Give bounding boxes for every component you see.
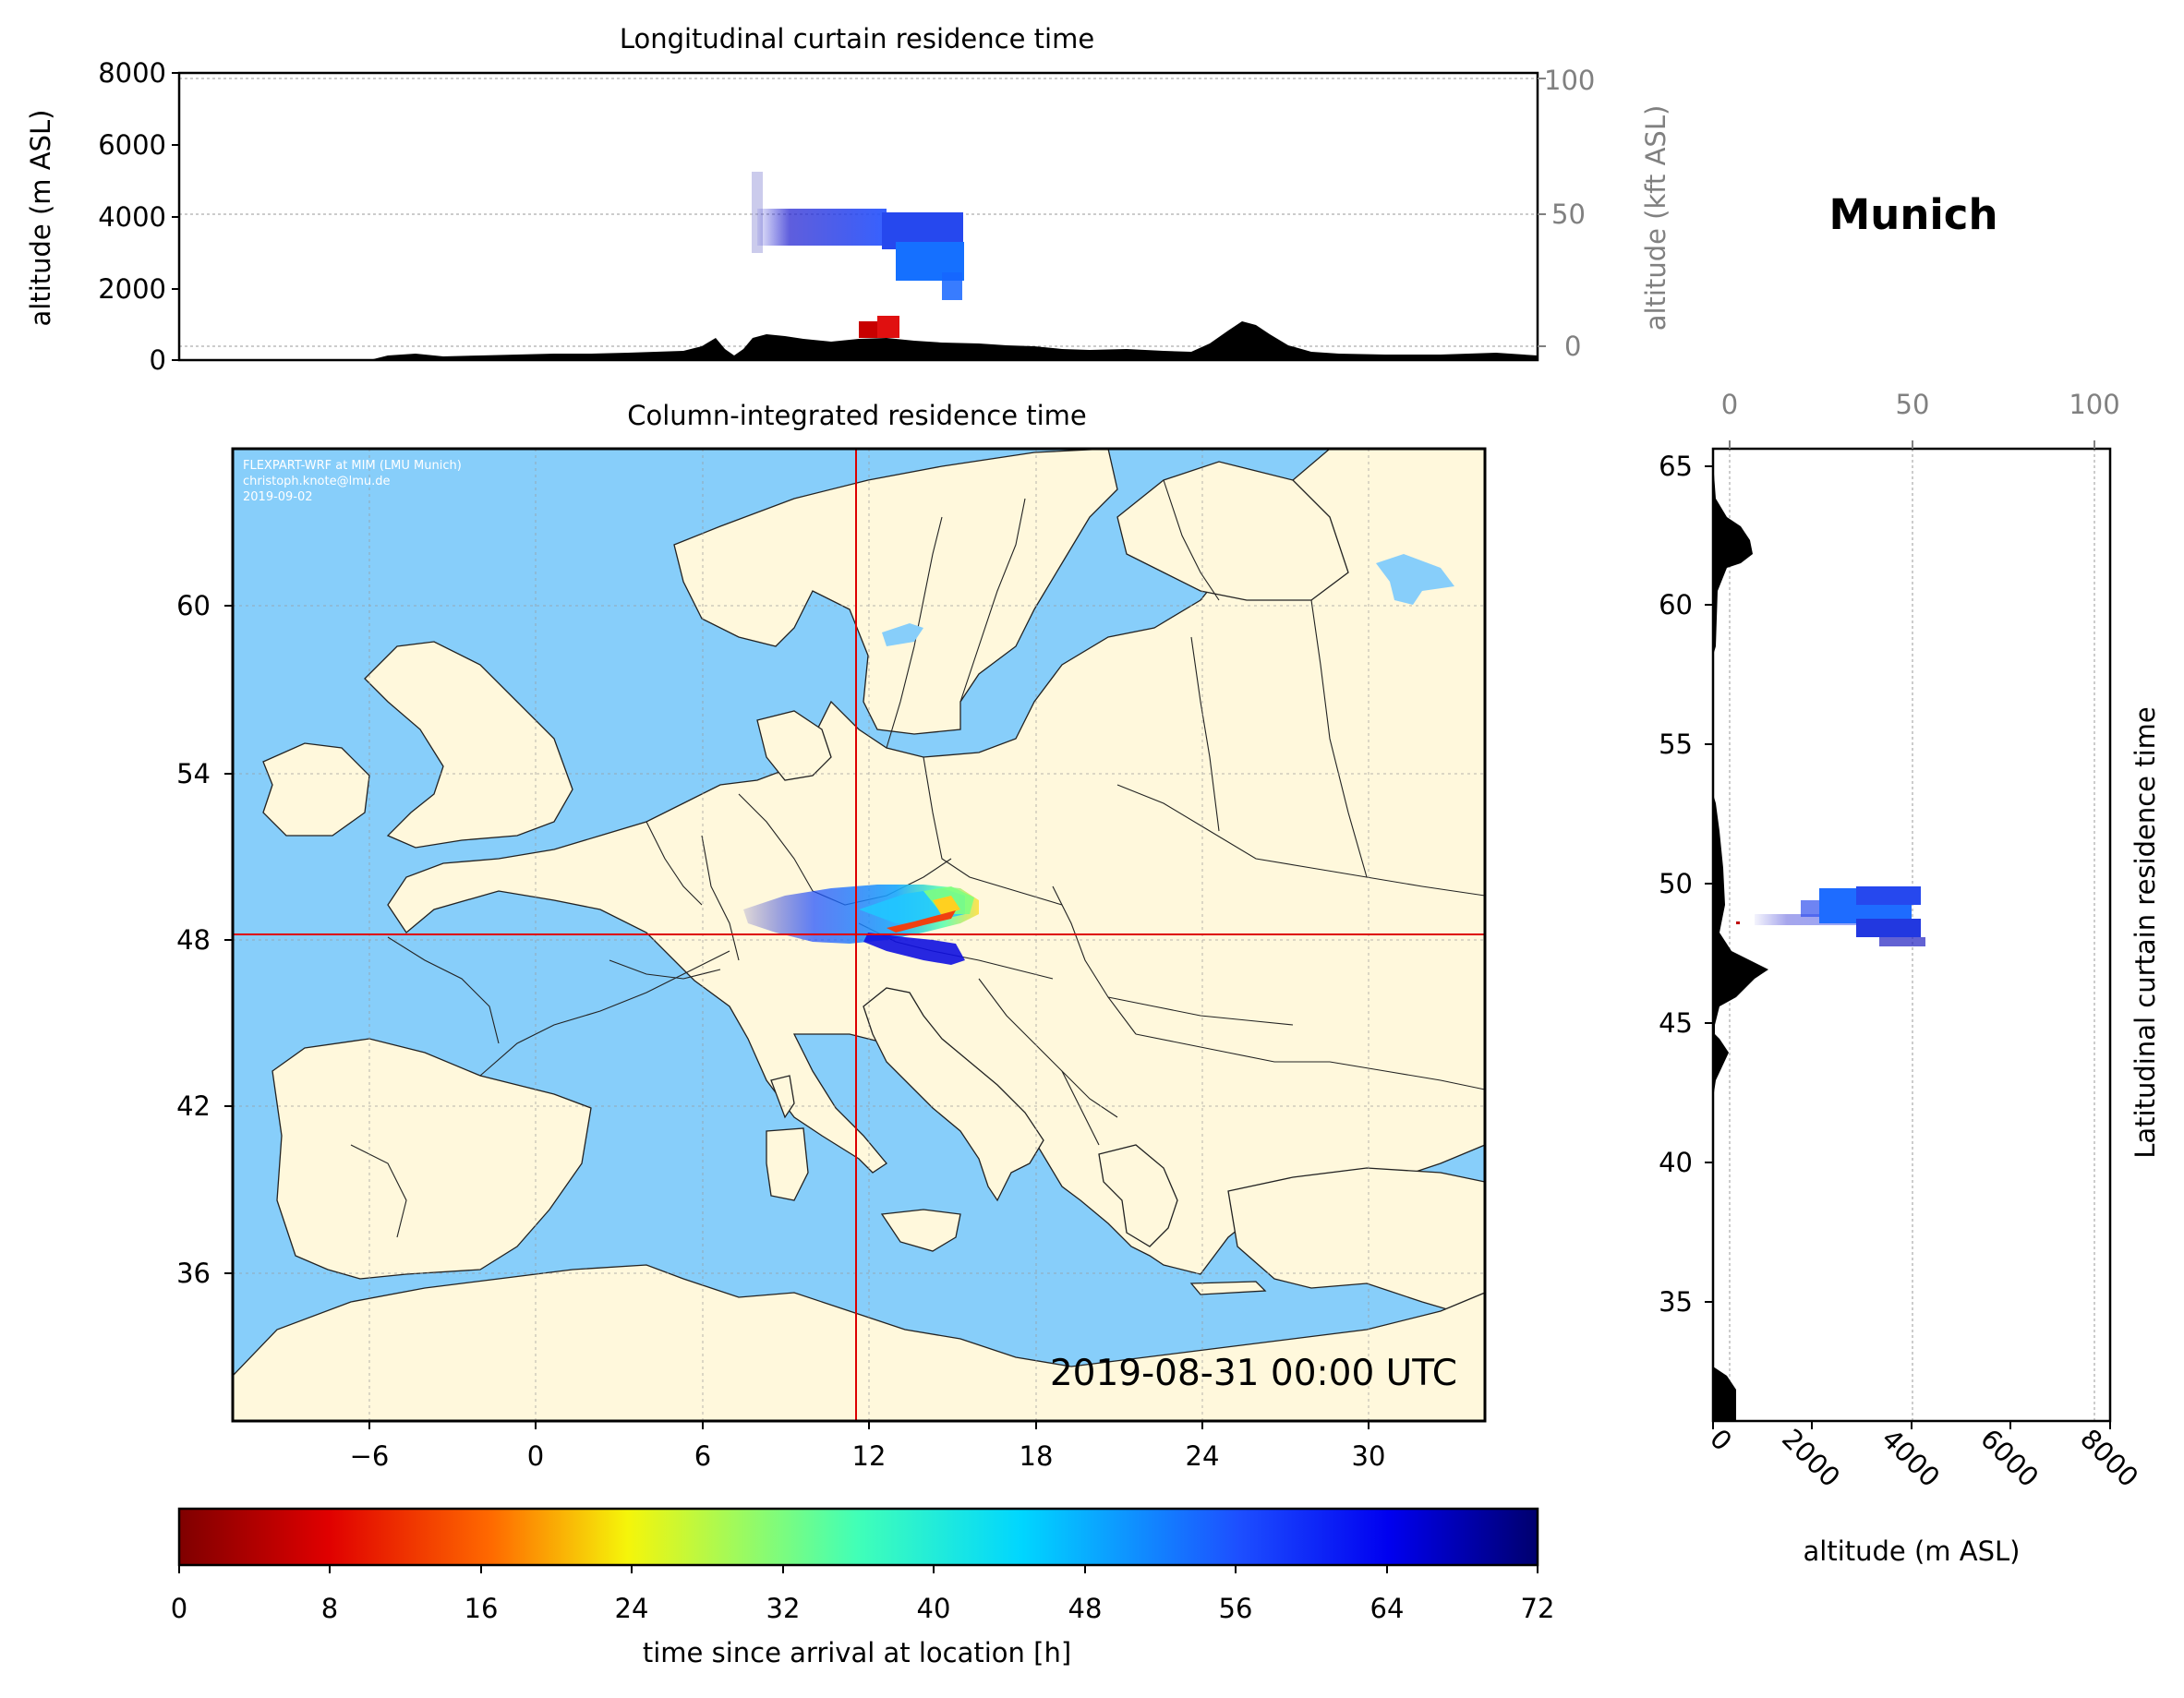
cb-tick-0: 0 — [171, 1593, 187, 1624]
lat-tick-36: 36 — [176, 1258, 211, 1289]
longitudinal-panel: Longitudinal curtain residence time 0 2 — [25, 23, 1671, 376]
map-panel: Column-integrated residence time — [176, 400, 1487, 1472]
longitudinal-title: Longitudinal curtain residence time — [620, 23, 1094, 54]
colorbar-gradient — [177, 1507, 1539, 1567]
cb-tick-40: 40 — [917, 1593, 951, 1624]
lat-tick-42: 42 — [176, 1090, 211, 1122]
colorbar-label: time since arrival at location [h] — [643, 1637, 1071, 1668]
lon-tick-30: 30 — [1352, 1440, 1386, 1472]
lon-tick-6: 6 — [694, 1440, 711, 1472]
latitudinal-panel: 35 40 45 50 55 60 65 0 2000 4000 6000 80… — [1659, 389, 2161, 1567]
cb-tick-32: 32 — [766, 1593, 801, 1624]
lat-alt-tick-0: 0 — [1704, 1423, 1738, 1457]
credit-line-2: christoph.knote@lmu.de — [243, 475, 391, 488]
land-masses — [233, 449, 1485, 1421]
kft-tick-50: 50 — [1551, 199, 1586, 230]
cb-tick-24: 24 — [615, 1593, 649, 1624]
lon-tick-m6: −6 — [350, 1440, 390, 1472]
alt-tick-2000: 2000 — [98, 273, 166, 305]
lakes — [882, 554, 1454, 646]
lat-curtain-tick-50: 50 — [1659, 868, 1693, 899]
cb-tick-48: 48 — [1068, 1593, 1103, 1624]
latitudinal-lat-ticks: 35 40 45 50 55 60 65 — [1659, 451, 1713, 1318]
latitudinal-terrain — [1713, 449, 1768, 1421]
lat-kft-tick-50: 50 — [1896, 389, 1930, 420]
longitudinal-left-ticks: 0 2000 4000 6000 8000 — [98, 57, 179, 376]
credit-line-1: FLEXPART-WRF at MIM (LMU Munich) — [243, 459, 462, 473]
map-timestamp: 2019-08-31 00:00 UTC — [1050, 1353, 1457, 1394]
lat-kft-tick-100: 100 — [2069, 389, 2119, 420]
cb-tick-64: 64 — [1370, 1593, 1405, 1624]
longitudinal-ylabel-right: altitude (kft ASL) — [1640, 105, 1671, 331]
lat-curtain-tick-35: 35 — [1659, 1286, 1693, 1318]
lon-tick-0: 0 — [527, 1440, 544, 1472]
lat-kft-tick-0: 0 — [1721, 389, 1738, 420]
colorbar-ticks: 0 8 16 24 32 40 48 56 64 72 — [171, 1565, 1555, 1624]
lat-tick-60: 60 — [176, 590, 211, 621]
lon-tick-24: 24 — [1186, 1440, 1220, 1472]
location-title: Munich — [1829, 190, 1998, 239]
cb-tick-56: 56 — [1219, 1593, 1253, 1624]
kft-tick-100: 100 — [1544, 65, 1595, 96]
latitudinal-bottom-ticks: 0 2000 4000 6000 8000 — [1704, 1421, 2144, 1493]
cb-tick-8: 8 — [321, 1593, 338, 1624]
lon-ticks: −6 0 6 12 18 24 30 — [350, 1421, 1386, 1472]
kft-tick-0: 0 — [1564, 331, 1581, 362]
lat-alt-tick-2000: 2000 — [1776, 1423, 1846, 1493]
lat-alt-tick-8000: 8000 — [2074, 1423, 2144, 1493]
latitudinal-ylabel: Latitudinal curtain residence time — [2130, 706, 2161, 1159]
lat-ticks: 36 42 48 54 60 — [176, 590, 233, 1289]
alt-tick-4000: 4000 — [98, 201, 166, 233]
longitudinal-ylabel-left: altitude (m ASL) — [25, 110, 56, 327]
map-plume — [743, 885, 979, 965]
lon-tick-18: 18 — [1020, 1440, 1054, 1472]
lat-alt-tick-6000: 6000 — [1974, 1423, 2045, 1493]
map-title: Column-integrated residence time — [627, 400, 1087, 431]
lat-curtain-tick-40: 40 — [1659, 1147, 1693, 1178]
country-borders — [350, 479, 1485, 1238]
colorbar: 0 8 16 24 32 40 48 56 64 72 time since a… — [171, 1507, 1555, 1668]
latitudinal-plume — [1736, 886, 1925, 946]
lat-curtain-tick-60: 60 — [1659, 589, 1693, 620]
lat-curtain-tick-55: 55 — [1659, 729, 1693, 760]
alt-tick-6000: 6000 — [98, 129, 166, 161]
lat-curtain-tick-65: 65 — [1659, 451, 1693, 482]
alt-tick-0: 0 — [150, 344, 166, 376]
cb-tick-72: 72 — [1521, 1593, 1555, 1624]
latitudinal-top-ticks: 0 50 100 — [1721, 389, 2120, 449]
latitudinal-xlabel: altitude (m ASL) — [1804, 1535, 2021, 1567]
longitudinal-plume — [752, 172, 964, 338]
lat-alt-tick-4000: 4000 — [1876, 1423, 1946, 1493]
credit-line-3: 2019-09-02 — [243, 490, 313, 504]
cb-tick-16: 16 — [465, 1593, 499, 1624]
alt-tick-8000: 8000 — [98, 57, 166, 89]
lat-curtain-tick-45: 45 — [1659, 1007, 1693, 1039]
lat-tick-54: 54 — [176, 758, 211, 789]
longitudinal-terrain — [179, 321, 1538, 360]
longitudinal-right-ticks: 0 50 100 — [1538, 65, 1595, 362]
lat-tick-48: 48 — [176, 924, 211, 956]
lon-tick-12: 12 — [852, 1440, 887, 1472]
map-credit: FLEXPART-WRF at MIM (LMU Munich) christo… — [243, 459, 462, 504]
